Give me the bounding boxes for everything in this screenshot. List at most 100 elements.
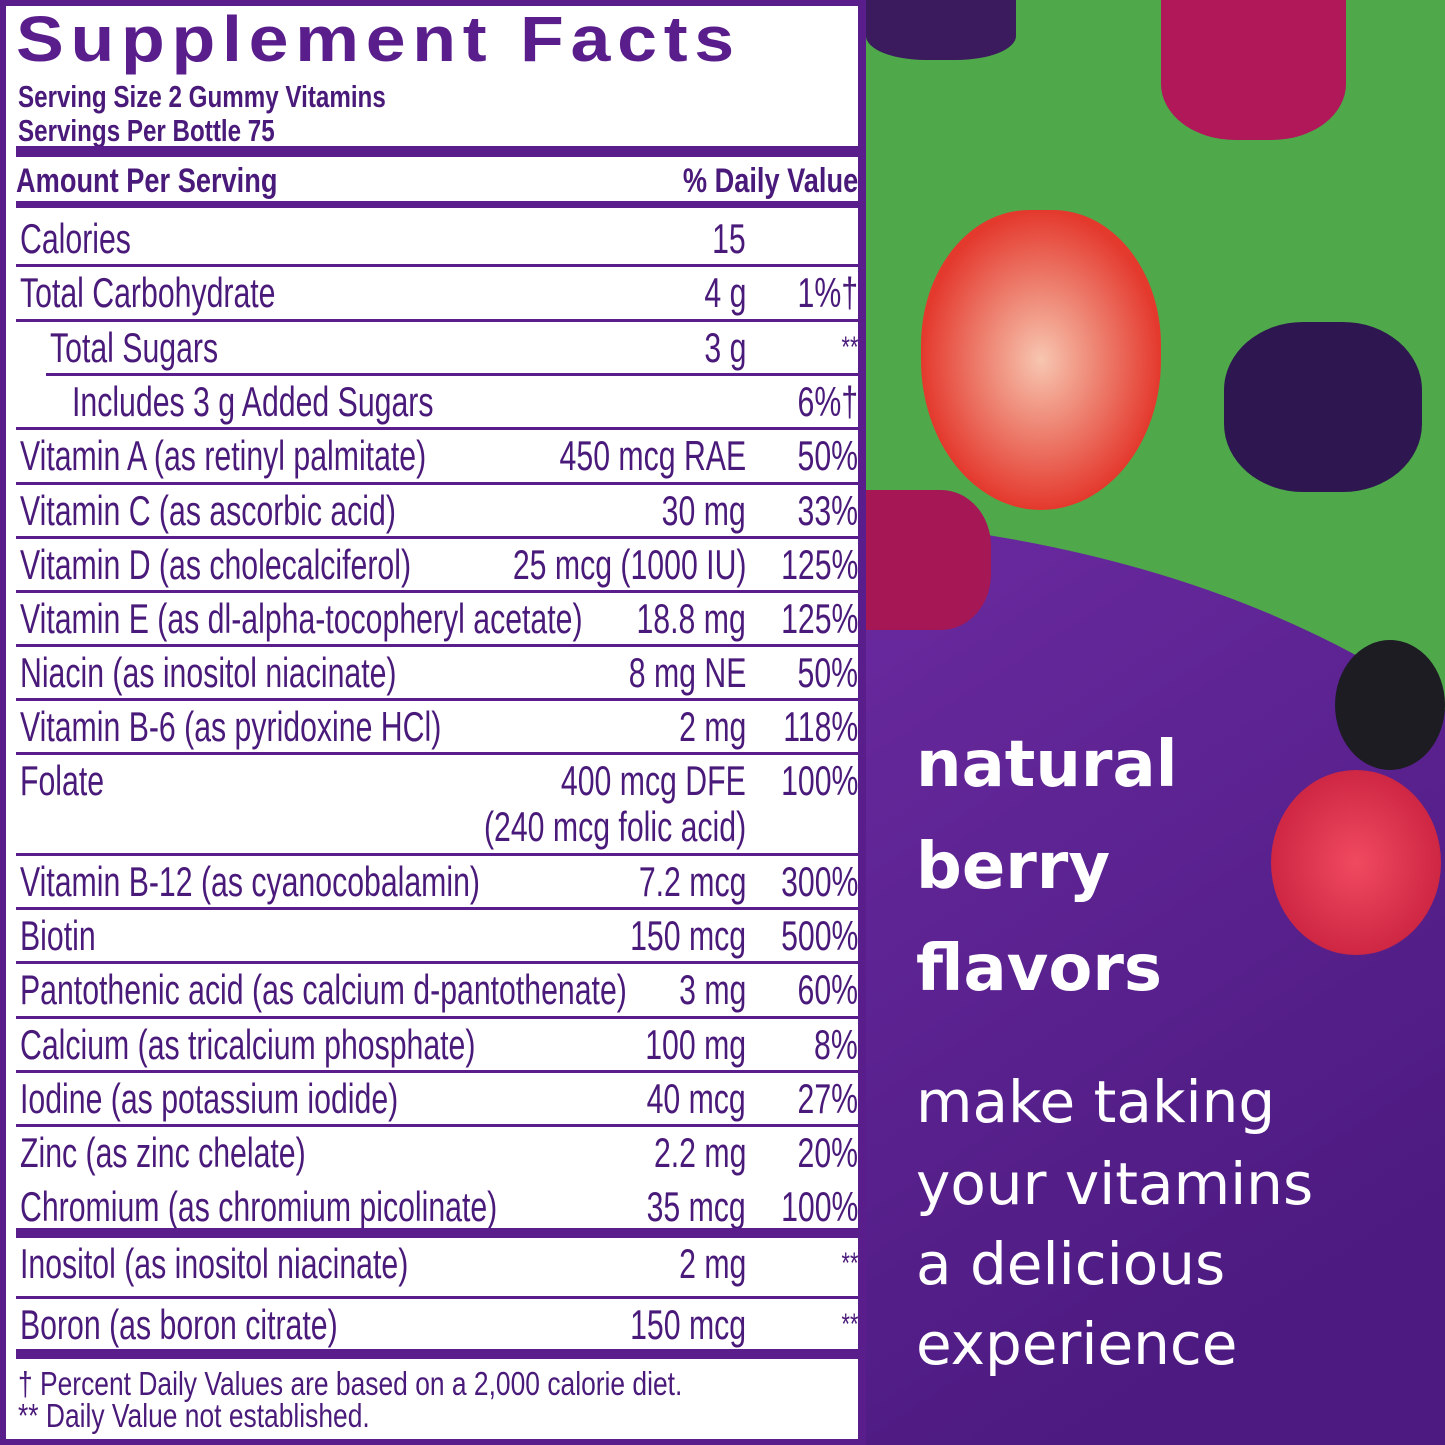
nutrient-name: Biotin <box>20 912 96 959</box>
nutrient-amount: 15 <box>712 215 746 262</box>
nutrient-daily-value: ** <box>841 1308 858 1341</box>
nutrient-name: Total Sugars <box>50 324 219 371</box>
raspberry-icon <box>1271 770 1441 955</box>
nutrient-name: Vitamin C (as ascorbic acid) <box>20 487 396 534</box>
nutrient-name: Vitamin E (as dl-alpha-tocopheryl acetat… <box>20 595 583 642</box>
headline-line-3: flavors <box>916 932 1162 1006</box>
nutrient-amount: 400 mcg DFE <box>561 757 746 804</box>
nutrient-daily-value: 8% <box>814 1021 858 1068</box>
amount-header: Amount Per Serving <box>16 162 278 200</box>
nutrient-amount: 2 mg <box>678 703 746 750</box>
nutrient-row: Total Sugars 3 g ** <box>46 322 858 376</box>
nutrient-name: Boron (as boron citrate) <box>20 1301 338 1348</box>
nutrient-row: Vitamin B-6 (as pyridoxine HCl) 2 mg 118% <box>16 701 858 755</box>
nutrient-row: Includes 3 g Added Sugars 6%† <box>16 376 858 430</box>
nutrient-amount: 18.8 mg <box>636 595 746 642</box>
nutrient-name: Pantothenic acid (as calcium d-pantothen… <box>20 966 627 1013</box>
body-line-1: make taking <box>916 1068 1276 1136</box>
nutrient-name: Vitamin B-6 (as pyridoxine HCl) <box>20 703 442 750</box>
nutrient-name: Calcium (as tricalcium phosphate) <box>20 1021 476 1068</box>
nutrient-daily-value: 50% <box>797 649 858 696</box>
nutrient-row: Calcium (as tricalcium phosphate) 100 mg 8… <box>16 1019 858 1073</box>
nutrient-name: Total Carbohydrate <box>20 269 276 316</box>
headline-line-1: natural <box>916 728 1178 802</box>
nutrient-amount: 150 mcg <box>630 1301 746 1348</box>
nutrient-amount: 2 mg <box>678 1240 746 1287</box>
nutrient-row: Folate 400 mcg DFE (240 mcg folic acid) 100… <box>16 755 858 856</box>
nutrient-name: Vitamin B-12 (as cyanocobalamin) <box>20 858 480 905</box>
promo-panel: natural berry flavors make taking your v… <box>866 0 1445 1445</box>
nutrient-row: Boron (as boron citrate) 150 mcg ** <box>16 1299 858 1349</box>
nutrient-amount: 100 mg <box>645 1021 746 1068</box>
nutrient-daily-value: 100% <box>780 757 858 804</box>
nutrient-row: Vitamin C (as ascorbic acid) 30 mg 33% <box>16 485 858 539</box>
purple-gummy-icon <box>866 0 1016 60</box>
nutrient-name: Niacin (as inositol niacinate) <box>20 649 397 696</box>
nutrient-amount: 3 mg <box>678 966 746 1013</box>
nutrient-name: Zinc (as zinc chelate) <box>20 1129 306 1176</box>
nutrient-daily-value: 100% <box>780 1183 858 1230</box>
body-line-2: your vitamins <box>916 1150 1314 1218</box>
nutrient-amount: 35 mcg <box>646 1183 746 1230</box>
nutrient-name: Calories <box>20 215 131 262</box>
nutrient-daily-value: 6%† <box>797 378 858 425</box>
label-title: Supplement Facts <box>16 3 741 75</box>
nutrient-row: Biotin 150 mcg 500% <box>16 910 858 964</box>
purple-gummy-icon <box>1224 322 1422 492</box>
nutrient-daily-value: ** <box>841 1247 858 1280</box>
nutrient-daily-value: 27% <box>797 1075 858 1122</box>
nutrient-name: Vitamin D (as cholecalciferol) <box>20 541 412 588</box>
purple-wave <box>866 520 1445 1445</box>
footnote-dagger: † Percent Daily Values are based on a 2,… <box>18 1365 683 1402</box>
supplement-facts-label: Supplement Facts Serving Size 2 Gummy Vi… <box>0 0 866 1445</box>
nutrient-row: Chromium (as chromium picolinate) 35 mcg 1… <box>16 1181 858 1230</box>
footnote-stars: ** Daily Value not established. <box>18 1397 370 1434</box>
nutrient-name: Inositol (as inositol niacinate) <box>20 1240 409 1287</box>
dv-header: % Daily Value <box>682 162 858 200</box>
nutrient-row: Niacin (as inositol niacinate) 8 mg NE 50% <box>16 647 858 701</box>
nutrient-daily-value: 118% <box>782 703 858 750</box>
nutrient-amount: 150 mcg <box>630 912 746 959</box>
divider-thick <box>16 1228 858 1238</box>
nutrient-row: Vitamin D (as cholecalciferol) 25 mcg (10… <box>16 539 858 593</box>
nutrient-daily-value: 125% <box>780 541 858 588</box>
blackberry-icon <box>1335 640 1445 770</box>
strawberry-icon <box>921 210 1161 510</box>
nutrient-daily-value: 500% <box>780 912 858 959</box>
nutrient-name: Vitamin A (as retinyl palmitate) <box>20 432 427 479</box>
body-line-3: a delicious <box>916 1230 1226 1298</box>
pink-gummy-icon <box>866 490 991 630</box>
headline-line-2: berry <box>916 830 1111 904</box>
nutrient-amount: 2.2 mg <box>653 1129 746 1176</box>
nutrient-row: Iodine (as potassium iodide) 40 mcg 27% <box>16 1073 858 1127</box>
nutrient-name: Chromium (as chromium picolinate) <box>20 1183 498 1230</box>
nutrient-name: Iodine (as potassium iodide) <box>20 1075 399 1122</box>
nutrient-amount: 8 mg NE <box>628 649 746 696</box>
nutrient-amount: 3 g <box>703 324 746 371</box>
nutrient-amount: 25 mcg (1000 IU) <box>512 541 746 588</box>
serving-info: Serving Size 2 Gummy Vitamins Servings P… <box>18 80 490 148</box>
nutrient-daily-value: 60% <box>797 966 858 1013</box>
nutrient-amount-detail: (240 mcg folic acid) <box>483 803 746 850</box>
footnotes: † Percent Daily Values are based on a 2,… <box>18 1365 848 1434</box>
nutrient-row: Calories 15 <box>16 213 858 267</box>
nutrient-row: Vitamin E (as dl-alpha-tocopheryl acetat… <box>16 593 858 647</box>
nutrient-row: Total Carbohydrate 4 g 1%† <box>16 267 858 322</box>
nutrient-amount: 450 mcg RAE <box>559 432 746 479</box>
nutrient-daily-value: ** <box>841 331 858 364</box>
nutrient-row: Zinc (as zinc chelate) 2.2 mg 20% <box>16 1127 858 1181</box>
nutrient-row: Vitamin B-12 (as cyanocobalamin) 7.2 mcg 3… <box>16 856 858 910</box>
nutrient-row: Inositol (as inositol niacinate) 2 mg ** <box>16 1238 858 1299</box>
pink-gummy-icon <box>1161 0 1346 140</box>
nutrient-daily-value: 20% <box>797 1129 858 1176</box>
nutrient-amount: 7.2 mcg <box>638 858 746 905</box>
nutrient-daily-value: 50% <box>797 432 858 479</box>
servings-per-bottle: Servings Per Bottle 75 <box>18 113 275 148</box>
divider-thick <box>16 1349 858 1359</box>
divider-thick <box>16 201 858 208</box>
body-line-4: experience <box>916 1310 1238 1378</box>
nutrient-name: Folate <box>20 757 105 804</box>
nutrient-daily-value: 300% <box>780 858 858 905</box>
nutrient-row: Vitamin A (as retinyl palmitate) 450 mcg … <box>16 430 858 485</box>
nutrient-daily-value: 1%† <box>797 269 858 316</box>
